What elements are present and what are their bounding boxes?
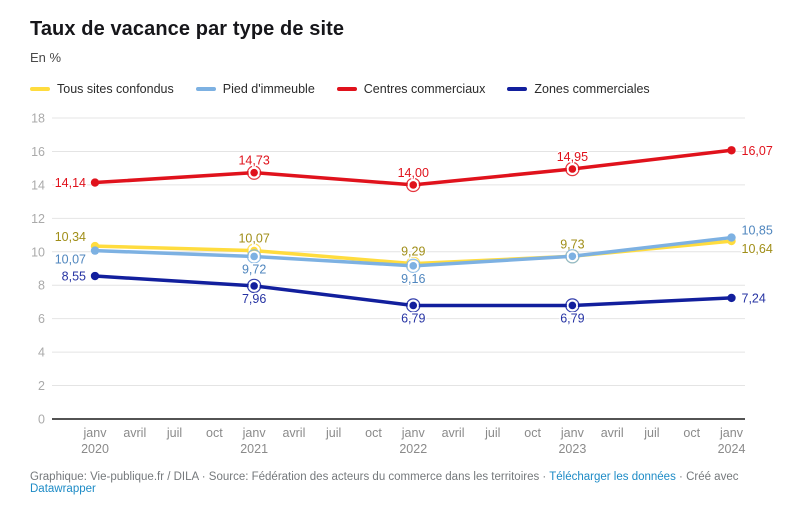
data-point-ring	[565, 298, 580, 313]
x-axis-tick-label: janv	[242, 426, 267, 440]
data-point-ring	[565, 249, 580, 264]
legend-swatch-icon	[507, 87, 528, 91]
legend-item: Tous sites confondus	[30, 82, 174, 96]
footer-credits-text: Graphique: Vie-publique.fr / DILA · Sour…	[30, 471, 550, 483]
datawrapper-link[interactable]: Datawrapper	[30, 483, 96, 495]
data-point-marker[interactable]	[409, 181, 418, 189]
data-point-marker[interactable]	[727, 293, 736, 303]
data-point-marker[interactable]	[727, 146, 736, 155]
x-axis-tick-label: janv	[401, 426, 426, 440]
x-axis-tick-label: juil	[643, 426, 659, 440]
legend: Tous sites confondus Pied d'immeuble Centr…	[30, 82, 650, 96]
legend-item-label: Pied d'immeuble	[222, 82, 315, 96]
x-axis-tick-label: juil	[166, 426, 182, 440]
data-point-label: 10,07	[55, 253, 86, 267]
data-point-label: 9,29	[401, 245, 425, 259]
x-axis-year-label: 2022	[399, 442, 427, 456]
footer: Graphique: Vie-publique.fr / DILA · Sour…	[30, 471, 780, 495]
x-axis-tick-label: avril	[282, 426, 305, 440]
data-point-marker[interactable]	[727, 233, 736, 242]
data-point-marker[interactable]	[250, 252, 258, 261]
data-point-ring	[406, 258, 421, 274]
y-axis-tick-label: 12	[31, 212, 45, 226]
chart-subtitle: En %	[30, 50, 62, 65]
y-axis-tick-label: 2	[38, 379, 45, 393]
data-point-label: 7,96	[242, 292, 266, 306]
data-point-ring	[565, 161, 580, 177]
y-axis-tick-label: 18	[31, 112, 45, 126]
data-point-label: 7,24	[742, 291, 766, 305]
data-point-ring	[406, 298, 421, 313]
legend-item-label: Tous sites confondus	[57, 82, 174, 96]
x-axis-tick-label: oct	[524, 426, 541, 440]
data-point-label: 9,73	[560, 237, 584, 251]
data-point-label: 9,16	[401, 272, 425, 286]
x-axis-year-label: 2024	[718, 442, 746, 456]
legend-item-label: Zones commerciales	[534, 82, 650, 96]
legend-swatch-icon	[30, 87, 50, 91]
y-axis-tick-label: 6	[38, 312, 45, 326]
y-axis-tick-label: 4	[38, 346, 45, 360]
data-point-marker[interactable]	[90, 271, 100, 281]
footer-created-with-text: · Créé avec	[675, 471, 739, 483]
legend-item: Pied d'immeuble	[195, 82, 315, 96]
data-point-label: 14,73	[238, 154, 269, 168]
x-axis-tick-label: avril	[601, 426, 624, 440]
x-axis-year-label: 2021	[240, 442, 268, 456]
legend-item: Zones commerciales	[507, 82, 650, 96]
data-point-label: 14,95	[557, 150, 588, 164]
page-title: Taux de vacance par type de site	[30, 18, 345, 40]
y-axis-tick-label: 14	[31, 178, 45, 192]
data-point-label: 6,79	[560, 311, 584, 325]
data-point-marker[interactable]	[568, 252, 577, 261]
x-axis-tick-label: oct	[365, 426, 382, 440]
legend-swatch-icon	[336, 87, 357, 91]
data-point-marker[interactable]	[250, 282, 258, 290]
legend-item: Centres commerciaux	[336, 82, 486, 96]
data-point-marker[interactable]	[409, 301, 418, 310]
data-point-label: 16,07	[742, 144, 773, 158]
data-point-marker[interactable]	[568, 165, 577, 173]
data-point-marker[interactable]	[90, 246, 100, 255]
y-axis-tick-label: 16	[31, 145, 45, 159]
data-point-marker[interactable]	[409, 262, 418, 270]
data-point-label: 9,72	[242, 262, 266, 276]
data-point-ring	[246, 165, 262, 180]
x-axis-tick-label: juil	[325, 426, 341, 440]
x-axis-tick-label: oct	[683, 426, 700, 440]
y-axis-tick-label: 8	[38, 279, 45, 293]
data-point-label: 10,64	[742, 242, 773, 256]
x-axis-tick-label: juil	[484, 426, 500, 440]
data-point-marker[interactable]	[250, 168, 258, 177]
data-point-label: 8,55	[62, 270, 86, 284]
x-axis-year-label: 2023	[558, 442, 586, 456]
data-point-ring	[246, 249, 262, 264]
y-axis-tick-label: 10	[31, 245, 45, 259]
legend-swatch-icon	[195, 87, 216, 91]
data-point-ring	[246, 278, 262, 294]
data-point-marker[interactable]	[568, 301, 577, 310]
data-point-marker[interactable]	[90, 178, 100, 187]
data-point-label: 6,79	[401, 311, 425, 325]
data-point-label: 10,85	[742, 224, 773, 238]
x-axis-tick-label: avril	[123, 426, 146, 440]
data-point-label: 14,14	[55, 176, 86, 190]
x-axis-tick-label: janv	[719, 426, 744, 440]
x-axis-tick-label: janv	[560, 426, 585, 440]
data-point-label: 10,34	[55, 230, 86, 244]
data-point-label: 14,00	[398, 166, 429, 180]
x-axis-year-label: 2020	[81, 442, 109, 456]
legend-item-label: Centres commerciaux	[363, 82, 486, 96]
data-point-label: 10,07	[238, 232, 269, 246]
x-axis-tick-label: janv	[83, 426, 108, 440]
data-point-ring	[406, 177, 421, 193]
x-axis-tick-label: avril	[442, 426, 465, 440]
x-axis-tick-label: oct	[206, 426, 223, 440]
y-axis-tick-label: 0	[38, 413, 45, 427]
download-data-link[interactable]: Télécharger les données	[549, 471, 676, 483]
